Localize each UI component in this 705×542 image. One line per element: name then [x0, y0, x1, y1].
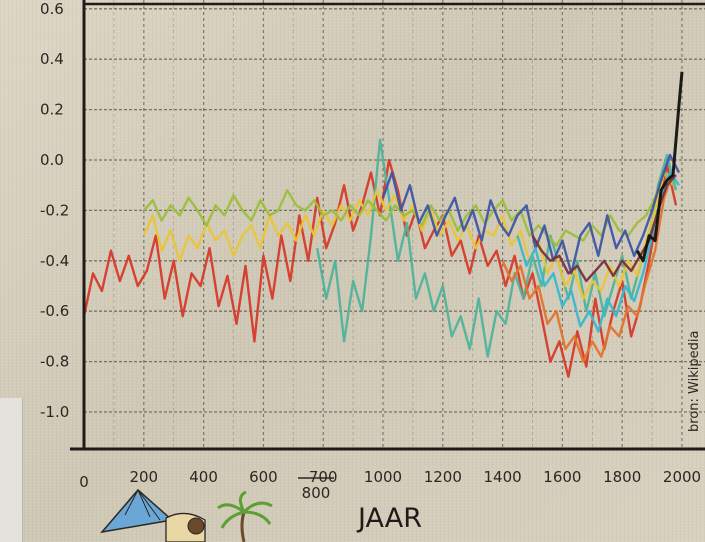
y-tick-labels: 0.6 0.4 0.2 0.0 -0.2 -0.4 -0.6 -0.8 -1.0	[40, 0, 69, 421]
axes	[70, 0, 705, 451]
y-tick-label: -0.4	[40, 252, 69, 270]
y-tick-label: -1.0	[40, 403, 69, 421]
series-line-6	[516, 171, 680, 333]
x-tick-label: 1600	[543, 468, 581, 486]
x-tick-label: 1800	[603, 468, 641, 486]
source-credit: bron: Wikipedia	[687, 331, 702, 432]
y-tick-label: 0.0	[40, 151, 64, 169]
y-tick-label: 0.2	[40, 101, 64, 119]
data-series	[82, 71, 684, 378]
series-line-0	[82, 158, 678, 378]
y-tick-label: -0.2	[40, 201, 69, 219]
x-tick-label: 1200	[424, 468, 462, 486]
x-tick-label: 1400	[484, 468, 522, 486]
palm-tree-doodle	[217, 490, 273, 542]
series-line-8	[635, 71, 684, 263]
x-tick-label: 0	[79, 473, 89, 491]
grid-lines	[83, 0, 705, 449]
series-line-5	[501, 172, 675, 363]
x-tick-label: 200	[129, 468, 158, 486]
x-tick-label: 700	[309, 468, 338, 486]
series-line-3	[142, 171, 674, 247]
series-line-1	[316, 138, 678, 358]
y-tick-label: -0.8	[40, 353, 69, 371]
x-tick-label: 600	[249, 468, 278, 486]
x-tick-label: 1000	[364, 468, 402, 486]
beach-umbrella-doodle	[100, 488, 206, 542]
x-tick-label: 400	[189, 468, 218, 486]
x-tick-labels: 0 200 400 600 700 1000 1200 1400 1600 1800 2000	[79, 468, 701, 491]
y-tick-label: 0.6	[40, 0, 64, 18]
series-line-4	[381, 153, 681, 275]
y-tick-label: 0.4	[40, 50, 64, 68]
x-axis-label: JAAR	[356, 503, 422, 534]
x-tick-label: 2000	[663, 468, 701, 486]
series-line-7	[531, 174, 677, 283]
x-tick-correction: 800	[302, 484, 331, 502]
paper-sheet-edge	[0, 398, 23, 542]
y-tick-label: -0.6	[40, 302, 69, 320]
